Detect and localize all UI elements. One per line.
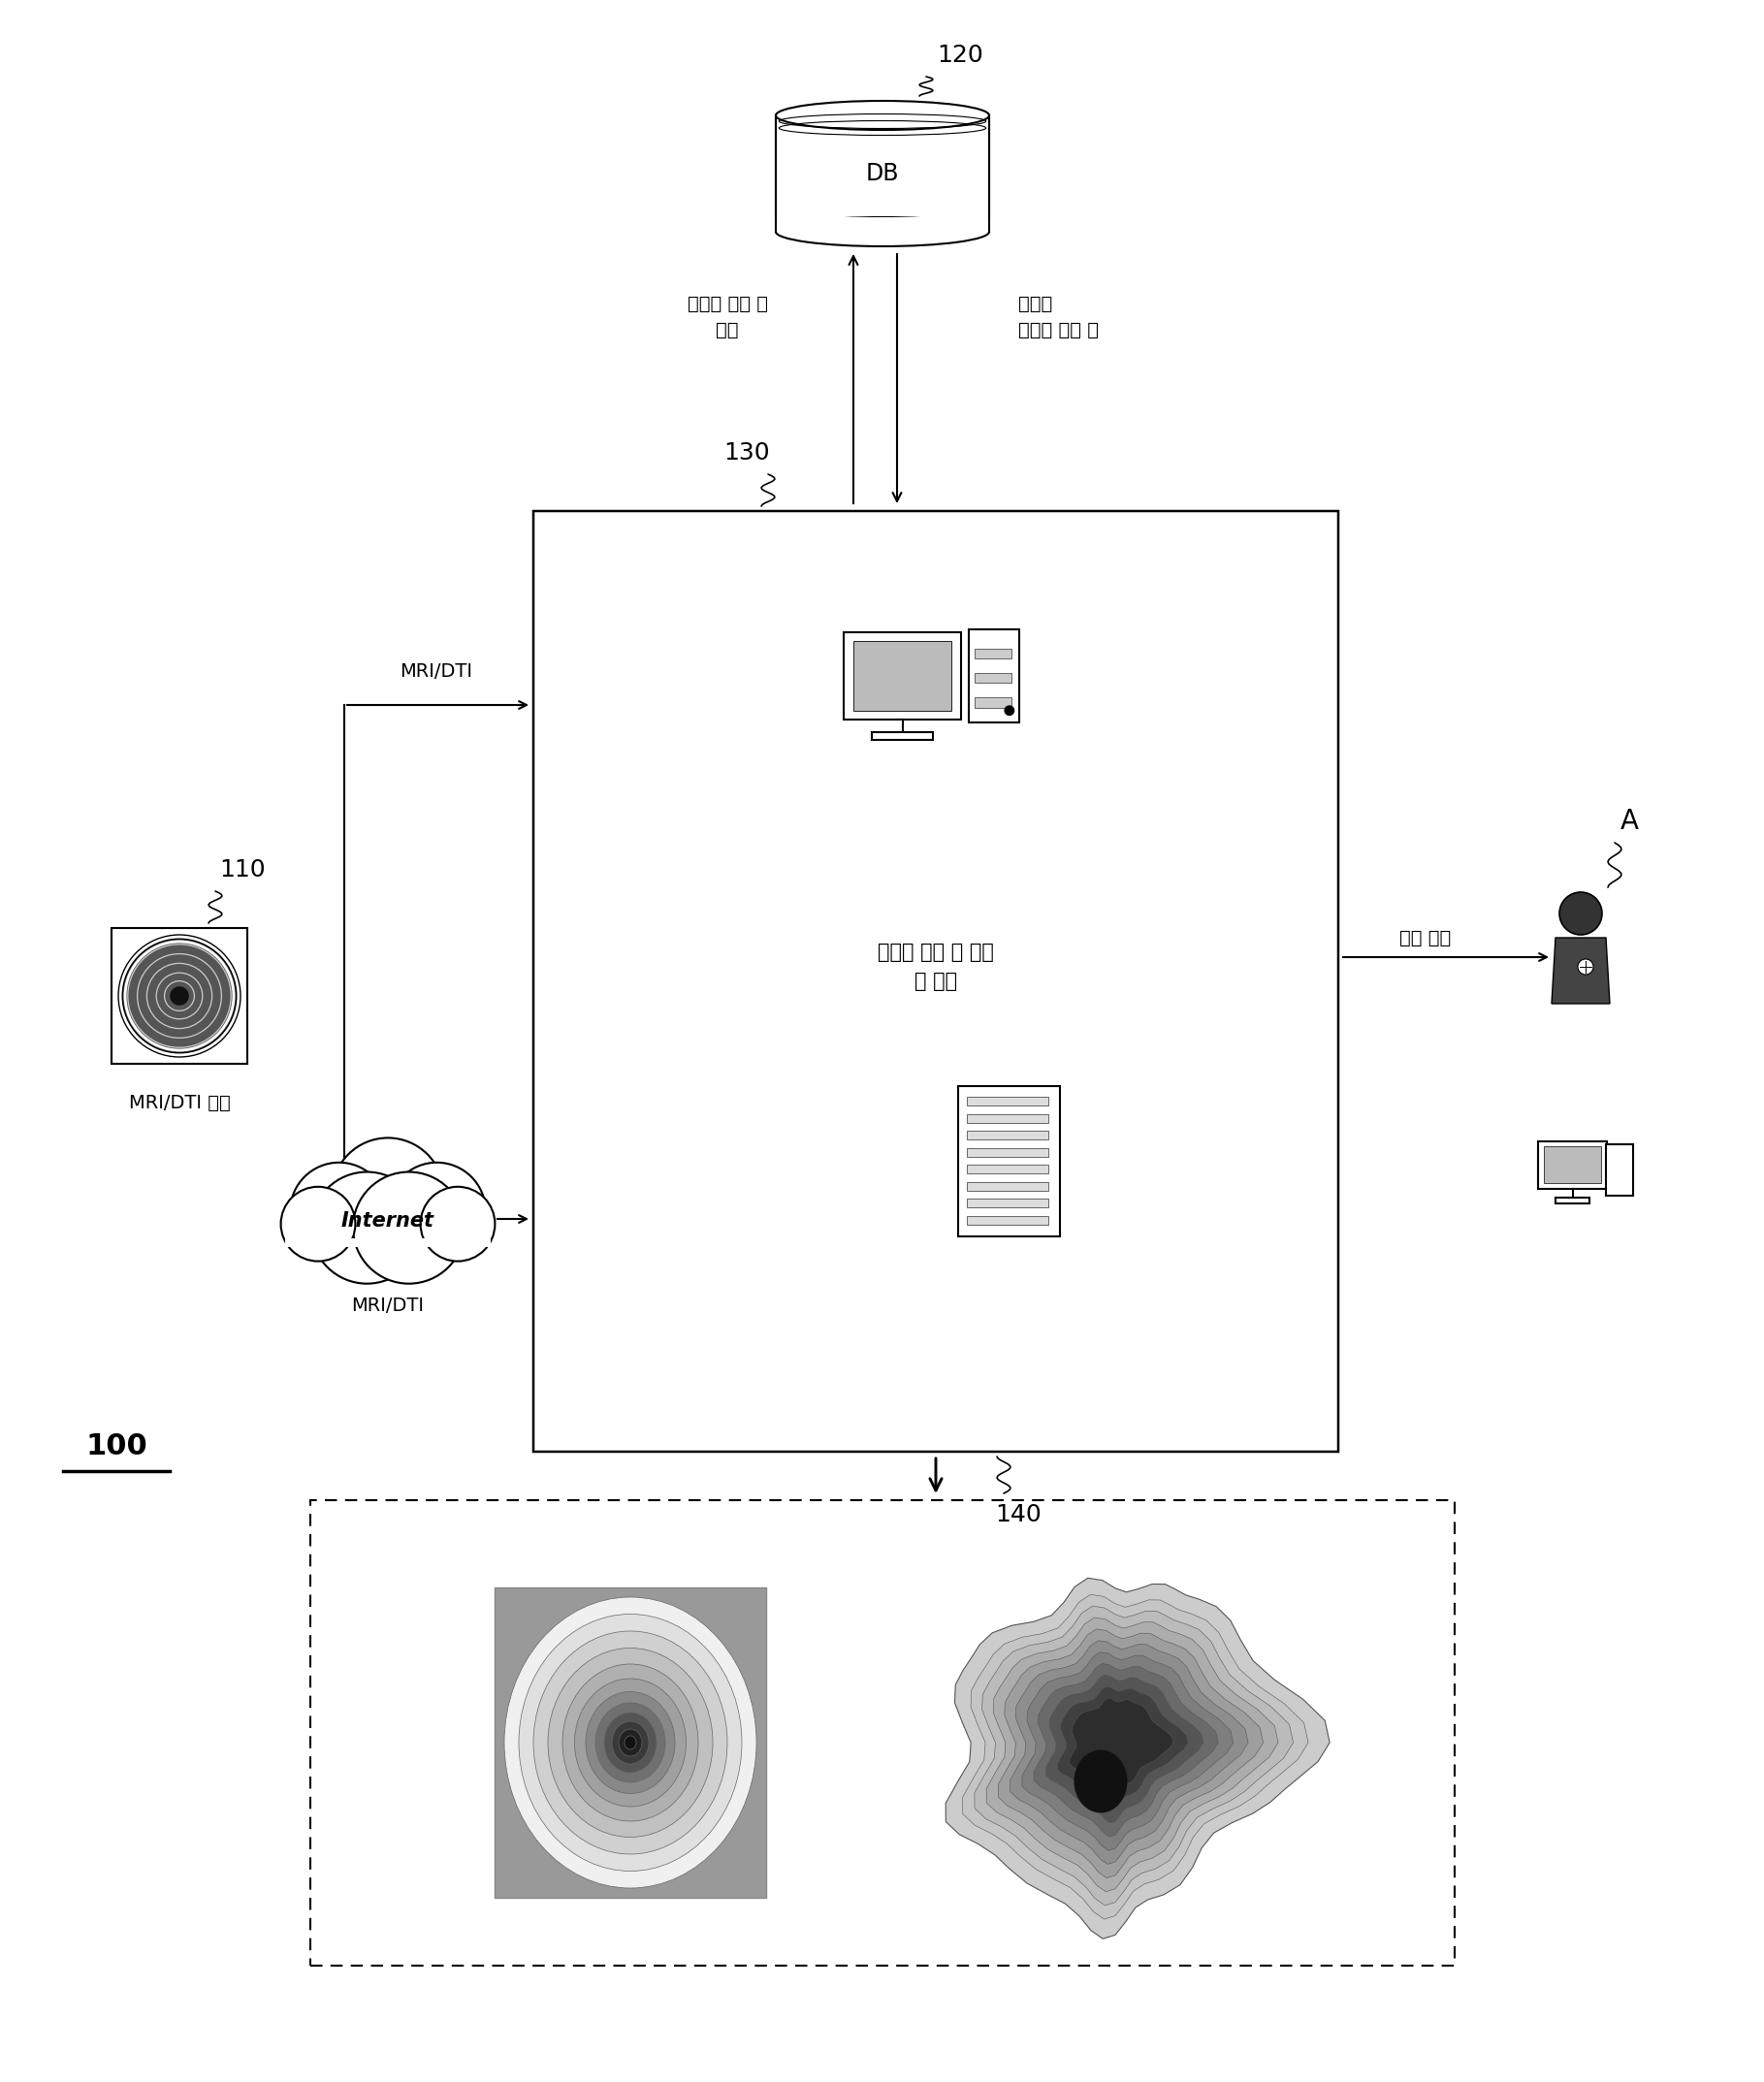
FancyBboxPatch shape xyxy=(310,1501,1455,1965)
FancyBboxPatch shape xyxy=(958,1085,1060,1237)
Polygon shape xyxy=(871,733,933,739)
Circle shape xyxy=(1005,706,1014,714)
Ellipse shape xyxy=(505,1597,757,1888)
Ellipse shape xyxy=(619,1728,642,1757)
Text: DB: DB xyxy=(866,162,900,185)
Circle shape xyxy=(310,1172,423,1285)
Text: 분석 결과: 분석 결과 xyxy=(1399,929,1452,947)
FancyBboxPatch shape xyxy=(967,1216,1048,1224)
Ellipse shape xyxy=(603,1713,656,1772)
FancyBboxPatch shape xyxy=(967,1131,1048,1139)
Ellipse shape xyxy=(549,1649,713,1836)
Text: Internet: Internet xyxy=(342,1212,434,1230)
Ellipse shape xyxy=(586,1693,676,1793)
FancyBboxPatch shape xyxy=(843,633,961,718)
Text: MRI/DTI: MRI/DTI xyxy=(400,662,473,681)
Circle shape xyxy=(388,1162,485,1260)
Ellipse shape xyxy=(519,1614,743,1872)
FancyBboxPatch shape xyxy=(111,929,247,1064)
Ellipse shape xyxy=(533,1630,727,1855)
Ellipse shape xyxy=(612,1722,649,1763)
Polygon shape xyxy=(1556,1197,1589,1203)
FancyBboxPatch shape xyxy=(975,648,1011,658)
Polygon shape xyxy=(1034,1664,1219,1836)
FancyBboxPatch shape xyxy=(1538,1141,1607,1189)
Circle shape xyxy=(289,1162,388,1260)
Text: 140: 140 xyxy=(995,1503,1041,1526)
Polygon shape xyxy=(946,1578,1330,1938)
FancyBboxPatch shape xyxy=(1607,1145,1633,1195)
Circle shape xyxy=(280,1187,355,1262)
Ellipse shape xyxy=(563,1664,699,1822)
FancyBboxPatch shape xyxy=(967,1114,1048,1122)
Circle shape xyxy=(1559,893,1602,935)
Ellipse shape xyxy=(575,1678,686,1807)
Ellipse shape xyxy=(596,1703,665,1782)
Text: 참조군
활성화 시간 맵: 참조군 활성화 시간 맵 xyxy=(1018,296,1099,339)
Circle shape xyxy=(169,987,189,1006)
Circle shape xyxy=(420,1187,496,1262)
FancyBboxPatch shape xyxy=(968,629,1020,722)
Text: 활성화 시간 맵 생성
및 분석: 활성화 시간 맵 생성 및 분석 xyxy=(878,943,993,991)
FancyBboxPatch shape xyxy=(967,1199,1048,1208)
Polygon shape xyxy=(1058,1686,1189,1809)
FancyBboxPatch shape xyxy=(967,1097,1048,1106)
FancyBboxPatch shape xyxy=(533,510,1339,1451)
Text: MRI/DTI: MRI/DTI xyxy=(351,1297,425,1316)
Polygon shape xyxy=(1021,1653,1233,1851)
Text: 120: 120 xyxy=(937,44,983,67)
Ellipse shape xyxy=(776,100,990,129)
FancyBboxPatch shape xyxy=(1544,1147,1602,1183)
Ellipse shape xyxy=(1074,1749,1127,1813)
Text: MRI/DTI 획득: MRI/DTI 획득 xyxy=(129,1093,229,1112)
Polygon shape xyxy=(986,1618,1279,1893)
Polygon shape xyxy=(1046,1676,1203,1824)
Polygon shape xyxy=(771,217,993,231)
Ellipse shape xyxy=(776,217,990,246)
Text: A: A xyxy=(1619,808,1639,835)
FancyBboxPatch shape xyxy=(975,672,1011,683)
Text: 130: 130 xyxy=(723,441,769,464)
FancyBboxPatch shape xyxy=(975,697,1011,708)
Polygon shape xyxy=(286,1239,490,1247)
Polygon shape xyxy=(963,1595,1309,1920)
FancyBboxPatch shape xyxy=(967,1164,1048,1174)
Circle shape xyxy=(122,939,236,1053)
Polygon shape xyxy=(776,115,990,231)
Circle shape xyxy=(353,1172,464,1285)
Text: 활성화 시간 맵
패턴: 활성화 시간 맵 패턴 xyxy=(686,296,767,339)
Polygon shape xyxy=(998,1628,1263,1878)
Text: 110: 110 xyxy=(219,858,266,881)
Polygon shape xyxy=(1011,1641,1249,1863)
Polygon shape xyxy=(1069,1699,1173,1795)
Circle shape xyxy=(1577,960,1593,974)
Ellipse shape xyxy=(624,1736,637,1749)
Polygon shape xyxy=(1552,937,1611,1004)
FancyBboxPatch shape xyxy=(967,1147,1048,1156)
FancyBboxPatch shape xyxy=(494,1586,766,1899)
Circle shape xyxy=(332,1139,445,1249)
FancyBboxPatch shape xyxy=(967,1183,1048,1191)
Polygon shape xyxy=(974,1605,1293,1905)
FancyBboxPatch shape xyxy=(854,641,951,710)
Text: 100: 100 xyxy=(85,1432,146,1462)
